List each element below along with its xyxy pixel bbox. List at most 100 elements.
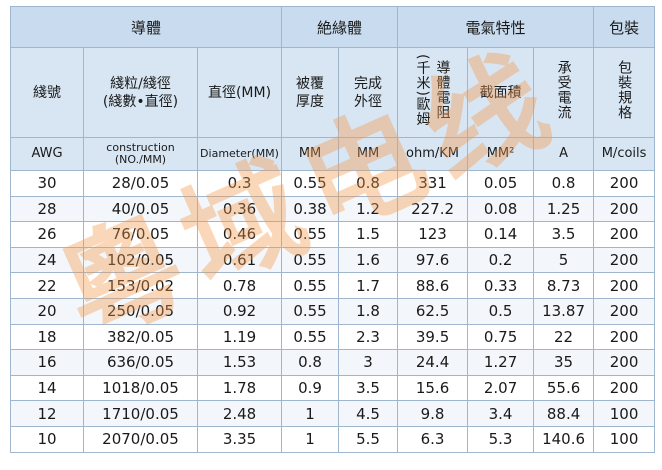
table-row: 28 40/0.05 0.36 0.38 1.2 227.2 0.08 1.25 200 xyxy=(10,195,656,223)
sub-packing: M/coils xyxy=(593,137,656,171)
cell-awg: 28 xyxy=(10,195,84,223)
cell-packing: 200 xyxy=(593,246,656,274)
sub-insulation: MM xyxy=(281,137,340,171)
cell-resistance: 331 xyxy=(397,170,469,197)
sub-diameter: Diameter(MM) xyxy=(196,137,283,171)
cell-construction: 102/0.05 xyxy=(83,246,198,274)
cell-current: 8.73 xyxy=(533,272,595,299)
table-row: 20 250/0.05 0.92 0.55 1.8 62.5 0.5 13.87 200 xyxy=(10,297,656,325)
resistance-header-line2: (千米)歐姆 xyxy=(414,53,431,127)
sub-current: A xyxy=(533,137,595,171)
cell-area: 2.07 xyxy=(467,374,535,402)
cell-area: 0.5 xyxy=(467,297,535,325)
cell-insulation: 1 xyxy=(281,400,340,427)
cell-resistance: 6.3 xyxy=(397,425,469,453)
cell-packing: 200 xyxy=(593,272,656,299)
header-main-row: 綫號 綫粒/綫徑 (綫數•直徑) 直徑(MM) 被覆 厚度 完成 外徑 導體電阻 xyxy=(10,47,656,138)
cell-area: 3.4 xyxy=(467,400,535,427)
cell-outer: 1.8 xyxy=(338,297,399,325)
resistance-header-line1: 導體電阻 xyxy=(434,60,451,120)
cell-insulation: 0.55 xyxy=(281,221,340,248)
cell-construction: 28/0.05 xyxy=(83,170,198,197)
cell-current: 13.87 xyxy=(533,297,595,325)
cell-diameter: 0.92 xyxy=(196,297,283,325)
outer-header-line1: 完成 xyxy=(354,75,383,92)
col-resistance-header: 導體電阻 (千米)歐姆 xyxy=(397,47,469,138)
sub-construction-line2: (NO./MM) xyxy=(114,153,167,166)
cell-outer: 5.5 xyxy=(338,425,399,453)
cell-insulation: 0.55 xyxy=(281,297,340,325)
table-row: 10 2070/0.05 3.35 1 5.5 6.3 5.3 140.6 100 xyxy=(10,425,656,453)
cell-outer: 0.8 xyxy=(338,170,399,197)
cell-diameter: 2.48 xyxy=(196,400,283,427)
cell-construction: 1018/0.05 xyxy=(83,374,198,402)
wire-spec-table: 導體 絶緣體 電氣特性 包裝 綫號 綫粒/綫徑 (綫數•直徑) 直徑(MM) 被… xyxy=(9,6,656,453)
cell-outer: 1.6 xyxy=(338,246,399,274)
cell-area: 0.75 xyxy=(467,323,535,351)
cell-awg: 26 xyxy=(10,221,84,248)
cell-outer: 3 xyxy=(338,349,399,376)
cell-resistance: 39.5 xyxy=(397,323,469,351)
col-packing-header: 包裝規格 xyxy=(593,47,656,138)
cell-diameter: 0.36 xyxy=(196,195,283,223)
cell-current: 5 xyxy=(533,246,595,274)
table-row: 14 1018/0.05 1.78 0.9 3.5 15.6 2.07 55.6 200 xyxy=(10,374,656,402)
table-row: 18 382/0.05 1.19 0.55 2.3 39.5 0.75 22 200 xyxy=(10,323,656,351)
cell-current: 22 xyxy=(533,323,595,351)
construction-header-line2: (綫數•直徑) xyxy=(102,93,179,110)
insulation-header-line2: 厚度 xyxy=(296,93,325,110)
cell-insulation: 0.38 xyxy=(281,195,340,223)
cell-construction: 40/0.05 xyxy=(83,195,198,223)
cell-packing: 200 xyxy=(593,374,656,402)
cell-resistance: 97.6 xyxy=(397,246,469,274)
cell-construction: 76/0.05 xyxy=(83,221,198,248)
cell-packing: 100 xyxy=(593,400,656,427)
cell-resistance: 9.8 xyxy=(397,400,469,427)
cell-diameter: 3.35 xyxy=(196,425,283,453)
cell-current: 140.6 xyxy=(533,425,595,453)
sub-construction-line1: construction xyxy=(106,141,175,154)
packing-header-text: 包裝規格 xyxy=(616,60,633,120)
col-insulation-header: 被覆 厚度 xyxy=(281,47,340,138)
cell-packing: 200 xyxy=(593,195,656,223)
cell-diameter: 1.78 xyxy=(196,374,283,402)
cell-insulation: 0.8 xyxy=(281,349,340,376)
cell-resistance: 123 xyxy=(397,221,469,248)
table-row: 24 102/0.05 0.61 0.55 1.6 97.6 0.2 5 200 xyxy=(10,246,656,274)
table-row: 16 636/0.05 1.53 0.8 3 24.4 1.27 35 200 xyxy=(10,349,656,376)
cell-insulation: 0.55 xyxy=(281,272,340,299)
cell-resistance: 88.6 xyxy=(397,272,469,299)
cell-awg: 30 xyxy=(10,170,84,197)
cell-current: 3.5 xyxy=(533,221,595,248)
construction-header-line1: 綫粒/綫徑 xyxy=(110,75,171,92)
cell-packing: 200 xyxy=(593,297,656,325)
cell-area: 0.33 xyxy=(467,272,535,299)
cell-awg: 12 xyxy=(10,400,84,427)
cell-area: 0.14 xyxy=(467,221,535,248)
cell-insulation: 0.55 xyxy=(281,170,340,197)
header-group-row: 導體 絶緣體 電氣特性 包裝 xyxy=(9,6,656,48)
cell-insulation: 0.9 xyxy=(281,374,340,402)
cell-current: 88.4 xyxy=(533,400,595,427)
cell-current: 0.8 xyxy=(533,170,595,197)
cell-construction: 382/0.05 xyxy=(83,323,198,351)
cell-resistance: 62.5 xyxy=(397,297,469,325)
cell-awg: 22 xyxy=(10,272,84,299)
cell-construction: 153/0.02 xyxy=(83,272,198,299)
cell-insulation: 1 xyxy=(281,425,340,453)
table-row: 22 153/0.02 0.78 0.55 1.7 88.6 0.33 8.73 200 xyxy=(10,272,656,299)
cell-insulation: 0.55 xyxy=(281,246,340,274)
cell-area: 0.2 xyxy=(467,246,535,274)
cell-construction: 1710/0.05 xyxy=(83,400,198,427)
col-area-header: 截面積 xyxy=(467,47,535,138)
header-sub-row: AWG construction (NO./MM) Diameter(MM) M… xyxy=(10,137,656,171)
cell-awg: 18 xyxy=(10,323,84,351)
group-electrical: 電氣特性 xyxy=(397,6,595,48)
cell-awg: 16 xyxy=(10,349,84,376)
cell-current: 55.6 xyxy=(533,374,595,402)
sub-awg: AWG xyxy=(10,137,84,171)
col-awg-header: 綫號 xyxy=(10,47,84,138)
cell-diameter: 1.53 xyxy=(196,349,283,376)
cell-area: 1.27 xyxy=(467,349,535,376)
cell-packing: 200 xyxy=(593,170,656,197)
